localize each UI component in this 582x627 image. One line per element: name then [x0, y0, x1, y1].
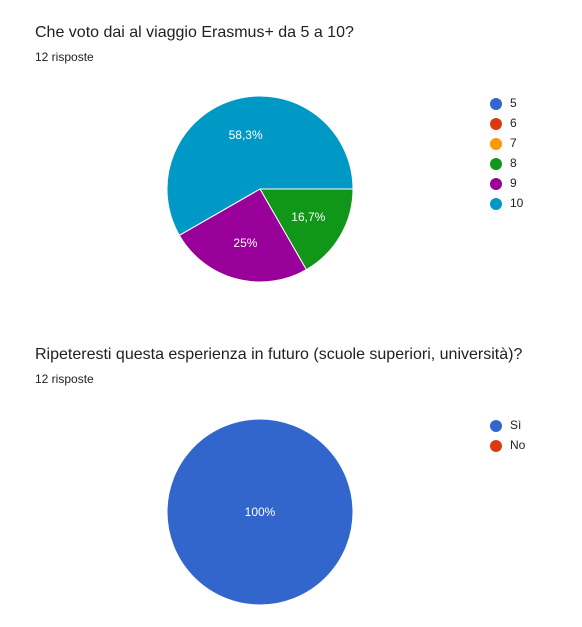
- legend-swatch: [490, 420, 502, 432]
- legend-swatch: [490, 198, 502, 210]
- legend-label: 9: [510, 176, 517, 190]
- slice-label-10: 58,3%: [229, 128, 263, 142]
- question-title: Ripeteresti questa esperienza in futuro …: [35, 346, 523, 363]
- pie-slice-Sì: [166, 418, 354, 606]
- legend-label: 7: [510, 136, 517, 150]
- slice-label-8: 16,7%: [291, 210, 325, 224]
- question-title: Che voto dai al viaggio Erasmus+ da 5 a …: [35, 24, 354, 41]
- question-card-grade: Che voto dai al viaggio Erasmus+ da 5 a …: [35, 24, 524, 283]
- legend-swatch: [490, 158, 502, 170]
- legend-label: 5: [510, 96, 517, 110]
- legend-label: Sì: [510, 418, 522, 432]
- slice-label-9: 25%: [233, 236, 257, 250]
- question-card-repeat: Ripeteresti questa esperienza in futuro …: [0, 320, 582, 627]
- response-count: 12 risposte: [35, 50, 94, 64]
- legend-label: 8: [510, 156, 517, 170]
- pie-chart-repeat: 100%: [166, 418, 354, 606]
- legend-label: 10: [510, 196, 524, 210]
- legend-swatch: [490, 98, 502, 110]
- legend-label: 6: [510, 116, 517, 130]
- pie-chart-grade: 16,7% 25% 58,3%: [166, 95, 354, 283]
- legend-swatch: [490, 178, 502, 190]
- legend-label: No: [510, 438, 526, 452]
- legend-swatch: [490, 118, 502, 130]
- pie-slice-8: [259, 188, 354, 271]
- slice-label-Sì: 100%: [245, 505, 276, 519]
- pie-slice-10: [166, 95, 354, 237]
- pie-slice-9: [178, 188, 308, 283]
- legend-swatch: [490, 138, 502, 150]
- response-count: 12 risposte: [35, 372, 94, 386]
- legend-swatch: [490, 440, 502, 452]
